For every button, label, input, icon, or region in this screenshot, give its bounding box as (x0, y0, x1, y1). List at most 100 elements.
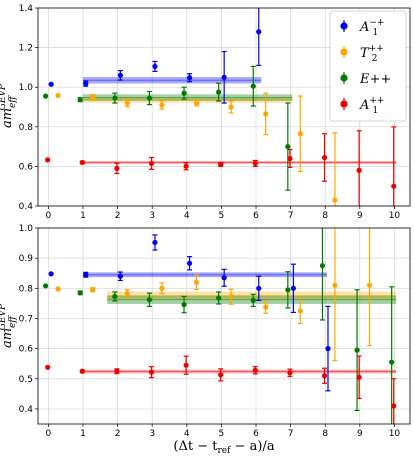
data-point (285, 102, 291, 191)
point-marker (332, 197, 338, 203)
data-point (186, 73, 193, 83)
point-marker (285, 287, 291, 293)
data-point (354, 289, 360, 412)
y-tick-label: 0.6 (19, 345, 34, 355)
x-tick-label: 4 (184, 211, 190, 221)
y-tick-label: 0.4 (19, 202, 34, 212)
top-panel-x-ticks: 0 1 2 3 4 5 6 7 8 9 10 (46, 206, 401, 221)
point-marker (83, 272, 89, 278)
data-point (319, 228, 326, 321)
data-point (325, 305, 331, 392)
data-point (193, 99, 200, 107)
data-point (112, 291, 118, 302)
y-tick-label: 0.9 (19, 254, 34, 264)
y-tick-label: 0.8 (19, 123, 34, 133)
point-marker (186, 75, 193, 81)
data-point (181, 86, 187, 100)
point-marker (146, 297, 153, 303)
point-marker (186, 260, 193, 266)
bottom-panel-data-points (43, 228, 397, 424)
x-tick-label: 10 (389, 211, 401, 221)
point-marker (297, 131, 303, 137)
data-point (221, 268, 227, 287)
point-marker (48, 81, 54, 87)
point-marker (356, 374, 362, 380)
legend-label: E++ (359, 72, 391, 87)
legend-label: A++ 1 (359, 96, 384, 116)
point-marker (48, 271, 54, 277)
point-marker (193, 100, 200, 106)
data-point (114, 162, 120, 175)
data-point (83, 80, 89, 87)
point-marker (391, 183, 397, 189)
x-tick-label: 9 (357, 211, 363, 221)
data-point (263, 92, 269, 136)
data-point (228, 100, 234, 114)
data-point (332, 132, 338, 206)
point-marker (90, 287, 96, 293)
data-point (48, 81, 54, 87)
point-marker (117, 273, 123, 279)
point-marker (325, 346, 331, 352)
data-point (297, 297, 303, 325)
point-marker (159, 285, 165, 291)
data-point (297, 95, 303, 172)
data-point (152, 234, 158, 251)
data-point (391, 126, 397, 206)
legend-marker (340, 22, 348, 30)
data-point (77, 97, 83, 103)
data-point (332, 228, 338, 362)
data-point (146, 90, 153, 106)
data-point (43, 283, 49, 289)
x-axis-label: (Δt − tref − a)/a (173, 439, 274, 456)
data-point (55, 286, 61, 292)
point-marker (181, 90, 187, 96)
data-point (321, 133, 328, 182)
data-point (186, 256, 193, 271)
x-tick-label: 6 (253, 429, 259, 439)
bottom-panel-y-axis-label: ameffGEVP (0, 303, 18, 348)
top-panel-y-axis-label: ameffGEVP (0, 83, 18, 128)
fit-band (82, 161, 397, 164)
data-point (45, 157, 51, 163)
top-panel-y-ticks: 0.4 0.6 0.8 1.0 1.2 1.4 (19, 4, 38, 212)
top-panel-fit-bands (82, 77, 397, 164)
fit-band (82, 369, 397, 374)
point-marker (287, 370, 293, 376)
data-point (117, 69, 123, 81)
point-marker (263, 304, 269, 310)
point-marker (218, 161, 224, 168)
point-marker (83, 81, 89, 87)
data-point (90, 287, 96, 293)
data-point (287, 148, 293, 168)
point-marker (356, 167, 362, 173)
data-point (250, 65, 256, 107)
x-tick-label: 0 (46, 211, 52, 221)
point-marker (332, 282, 338, 288)
point-marker (79, 159, 85, 166)
point-marker (45, 157, 51, 163)
data-point (221, 50, 227, 104)
data-point (256, 8, 262, 67)
data-point (193, 274, 200, 291)
point-marker (148, 369, 155, 375)
x-tick-label: 7 (288, 211, 294, 221)
x-tick-label: 6 (253, 211, 259, 221)
fit-band (82, 94, 293, 101)
point-marker (193, 279, 200, 285)
data-point (124, 98, 130, 108)
legend-label: A−+ 1 (359, 18, 384, 38)
point-marker (79, 368, 85, 374)
data-point (159, 282, 165, 295)
data-point (112, 92, 118, 104)
point-marker (321, 154, 328, 161)
point-marker (250, 297, 256, 303)
data-point (389, 286, 395, 424)
point-marker (148, 160, 155, 167)
x-tick-label: 2 (115, 429, 121, 439)
top-panel-frame (37, 7, 411, 207)
x-tick-label: 5 (219, 429, 225, 439)
point-marker (221, 275, 227, 281)
legend-marker (340, 74, 348, 82)
y-tick-label: 1.0 (19, 224, 34, 234)
